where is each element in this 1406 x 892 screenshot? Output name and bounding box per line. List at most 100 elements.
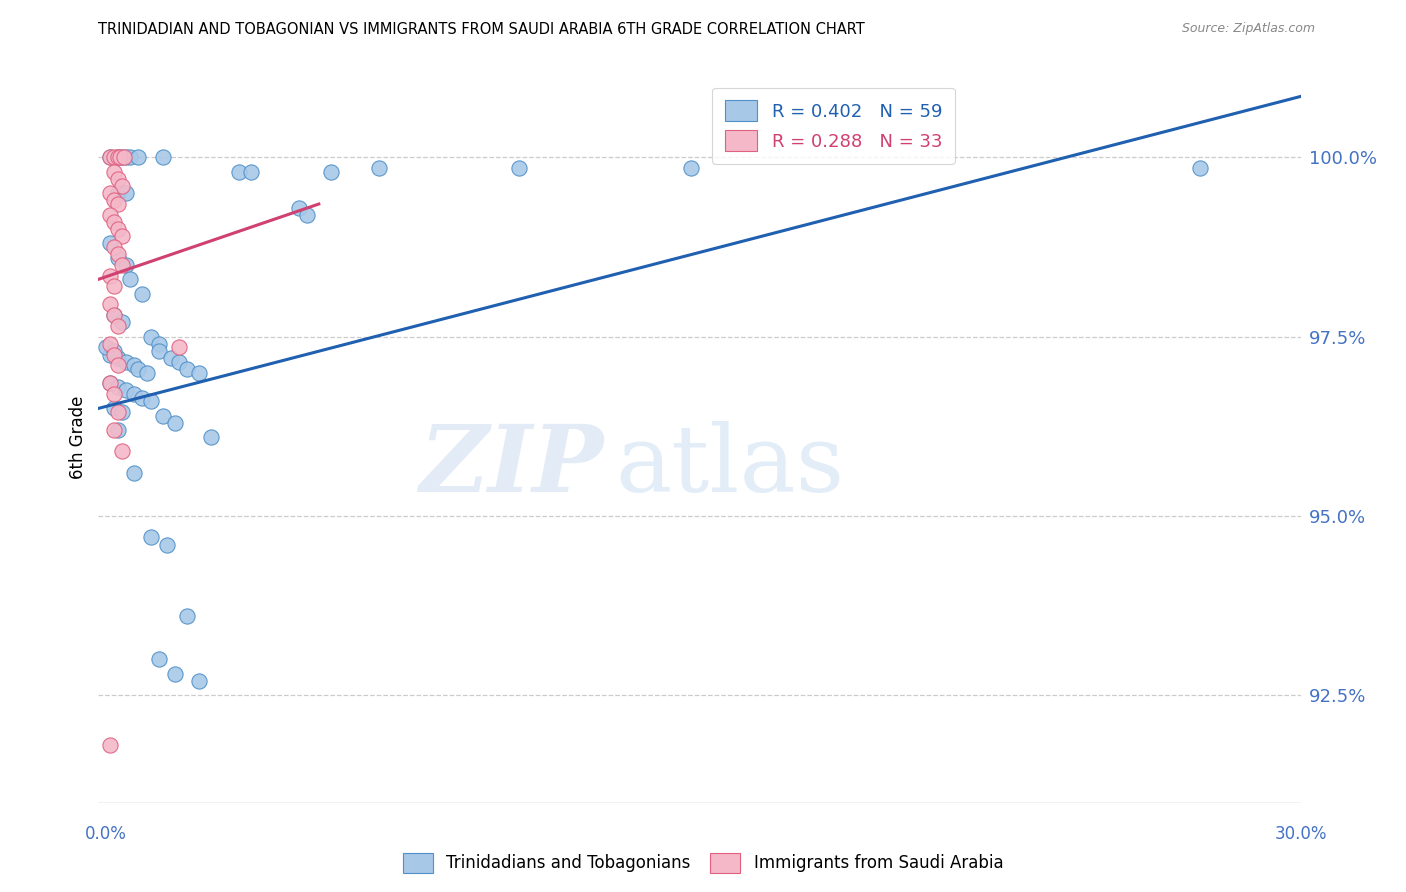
Text: 0.0%: 0.0% [84,825,127,843]
Text: atlas: atlas [616,421,845,511]
Point [115,258,138,272]
Point [100,186,122,201]
Point [124,466,146,480]
Point [103,150,125,164]
Point [107,423,129,437]
Point [295,208,318,222]
Point [103,279,125,293]
Point [100,739,122,753]
Point [100,150,122,164]
Point [103,387,125,401]
Point [107,186,129,201]
Point [176,609,198,624]
Text: ZIP: ZIP [419,421,603,511]
Point [103,401,125,416]
Point [111,150,134,164]
Point [120,150,142,164]
Point [167,341,190,355]
Legend: Trinidadians and Tobagonians, Immigrants from Saudi Arabia: Trinidadians and Tobagonians, Immigrants… [396,847,1010,880]
Point [139,329,162,343]
Point [508,161,530,176]
Point [107,359,129,373]
Point [107,318,129,333]
Point [100,336,122,351]
Point [111,258,134,272]
Y-axis label: 6th Grade: 6th Grade [69,395,87,479]
Point [107,247,129,261]
Point [103,194,125,208]
Point [148,652,170,666]
Point [200,430,222,444]
Point [167,355,190,369]
Point [107,380,129,394]
Point [111,179,134,194]
Point [114,150,136,164]
Point [159,351,181,366]
Text: TRINIDADIAN AND TOBAGONIAN VS IMMIGRANTS FROM SAUDI ARABIA 6TH GRADE CORRELATION: TRINIDADIAN AND TOBAGONIAN VS IMMIGRANTS… [98,22,865,37]
Point [107,222,129,236]
Point [103,308,125,322]
Point [148,336,170,351]
Point [107,405,129,419]
Point [107,351,129,366]
Point [100,376,122,391]
Point [239,165,262,179]
Point [120,272,142,286]
Point [152,150,174,164]
Point [187,673,209,688]
Point [111,229,134,244]
Point [139,394,162,409]
Point [187,366,209,380]
Point [103,423,125,437]
Point [163,666,186,681]
Point [110,150,132,164]
Point [152,409,174,423]
Point [163,416,186,430]
Point [107,251,129,265]
Point [103,165,125,179]
Point [319,165,342,179]
Point [100,376,122,391]
Point [107,197,129,211]
Point [96,341,118,355]
Point [681,161,703,176]
Point [228,165,250,179]
Point [288,201,311,215]
Point [100,297,122,311]
Point [103,348,125,362]
Point [103,308,125,322]
Point [176,362,198,376]
Point [103,240,125,254]
Point [131,391,153,405]
Point [124,387,146,401]
Point [131,286,153,301]
Point [111,315,134,329]
Point [107,150,129,164]
Point [124,359,146,373]
Point [103,215,125,229]
Point [115,355,138,369]
Point [100,236,122,251]
Point [135,366,157,380]
Point [111,405,134,419]
Text: 30.0%: 30.0% [1274,825,1327,843]
Point [107,150,129,164]
Point [107,172,129,186]
Legend: R = 0.402   N = 59, R = 0.288   N = 33: R = 0.402 N = 59, R = 0.288 N = 33 [713,87,955,164]
Point [111,444,134,458]
Point [100,348,122,362]
Point [128,362,150,376]
Point [115,384,138,398]
Point [368,161,391,176]
Text: Source: ZipAtlas.com: Source: ZipAtlas.com [1181,22,1315,36]
Point [139,531,162,545]
Point [148,344,170,359]
Point [128,150,150,164]
Point [100,150,122,164]
Point [115,186,138,201]
Point [115,150,138,164]
Point [100,208,122,222]
Point [103,344,125,359]
Point [100,268,122,283]
Point [155,538,177,552]
